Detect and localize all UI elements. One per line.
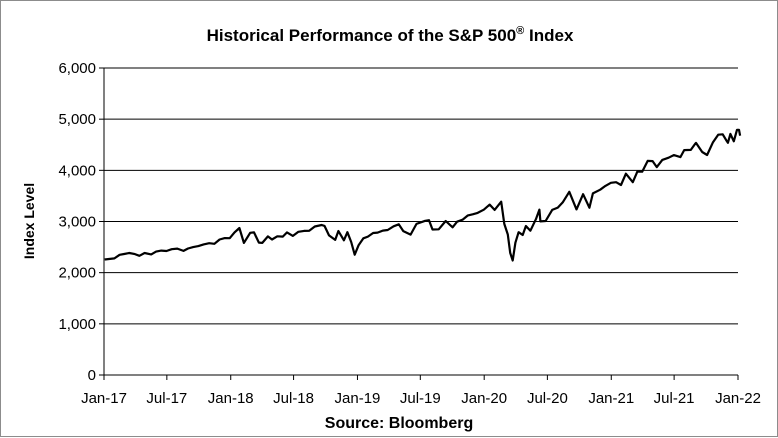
y-tick-label: 0 — [88, 367, 96, 384]
x-tick-label: Jan-22 — [715, 390, 761, 407]
series-line-sp500 — [104, 128, 742, 262]
x-tick-label: Jan-21 — [588, 390, 634, 407]
chart-title-suffix: Index — [524, 26, 574, 45]
x-tick-label: Jul-17 — [146, 390, 187, 407]
y-tick-label: 1,000 — [58, 316, 96, 333]
x-tick-label: Jan-18 — [208, 390, 254, 407]
chart-title: Historical Performance of the S&P 500® I… — [207, 25, 574, 45]
x-tick-label: Jan-20 — [461, 390, 507, 407]
chart-title-superscript: ® — [516, 25, 524, 37]
x-tick-label: Jan-17 — [81, 390, 127, 407]
y-tick-label: 4,000 — [58, 162, 96, 179]
y-tick-label: 3,000 — [58, 214, 96, 231]
y-tick-label: 2,000 — [58, 265, 96, 282]
x-tick-label: Jan-19 — [335, 390, 381, 407]
x-axis-label-source: Source: Bloomberg — [325, 415, 473, 432]
x-tick-label: Jul-20 — [527, 390, 568, 407]
y-tick-label: 6,000 — [58, 60, 96, 77]
y-axis-label: Index Level — [21, 183, 37, 259]
chart-title-main: Historical Performance of the S&P 500 — [207, 26, 517, 45]
x-tick-label: Jul-19 — [400, 390, 441, 407]
x-tick-label: Jul-18 — [273, 390, 314, 407]
y-tick-label: 5,000 — [58, 111, 96, 128]
x-tick-label: Jul-21 — [654, 390, 695, 407]
